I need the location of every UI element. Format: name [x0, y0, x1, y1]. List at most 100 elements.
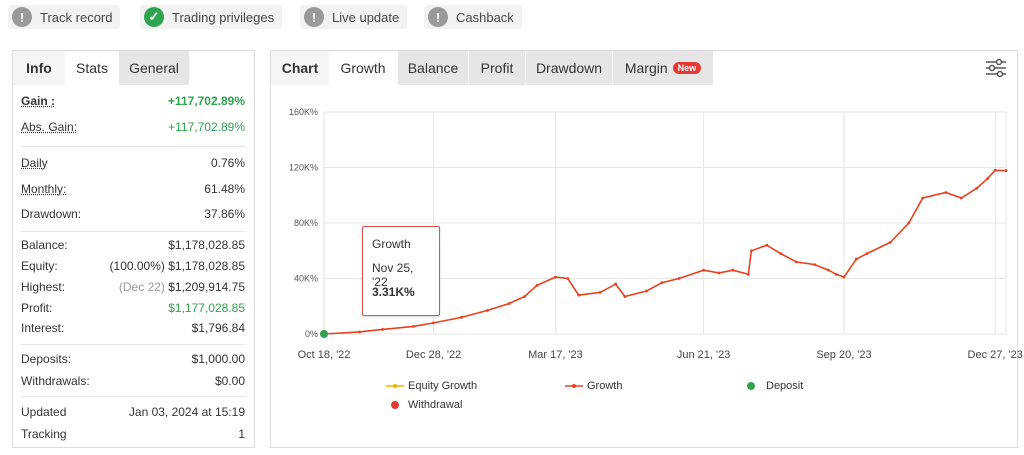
withdrawal-dot-icon [391, 401, 399, 409]
exclamation-icon: ! [428, 7, 448, 27]
tab-chart[interactable]: Chart [271, 51, 329, 85]
legend-growth[interactable]: Growth [565, 380, 622, 392]
badge-trading-privileges[interactable]: ✓ Trading privileges [140, 5, 283, 29]
tab-drawdown[interactable]: Drawdown [526, 51, 612, 85]
growth-point [750, 249, 753, 253]
growth-point [614, 282, 618, 286]
equity-label: Equity: [21, 259, 58, 273]
x-tick-label: Mar 17, '23 [528, 349, 583, 361]
growth-point [779, 252, 783, 255]
tab-stats[interactable]: Stats [65, 51, 119, 85]
exclamation-icon: ! [304, 7, 324, 27]
monthly-row: Monthly: 61.48% [21, 179, 245, 199]
badge-label: Live update [332, 9, 400, 25]
growth-point [523, 295, 526, 298]
badge-track-record[interactable]: ! Track record [8, 5, 121, 29]
deposits-value: $1,000.00 [191, 352, 245, 366]
top-status-bar: ! Track record ✓ Trading privileges ! Li… [0, 0, 1024, 36]
y-tick-label: 80K% [294, 218, 318, 228]
growth-point [486, 309, 489, 312]
growth-point [702, 268, 705, 272]
growth-point [765, 243, 769, 247]
abs-gain-label[interactable]: Abs. Gain: [21, 120, 78, 134]
divider [21, 344, 245, 345]
growth-point [623, 295, 627, 298]
gain-row: Gain : +117,702.89% [21, 91, 245, 111]
stats-tabs: Info Stats General [13, 51, 189, 85]
exclamation-icon: ! [12, 7, 32, 27]
deposit-dot-icon [747, 382, 755, 390]
tab-profit[interactable]: Profit [469, 51, 525, 85]
tracking-label: Tracking [21, 427, 67, 441]
y-tick-label: 120K% [289, 163, 318, 173]
legend-equity-growth[interactable]: Equity Growth [386, 380, 477, 392]
growth-point [865, 252, 869, 255]
y-tick-label: 40K% [294, 274, 318, 284]
tab-margin[interactable]: Margin New [613, 51, 713, 85]
profit-label: Profit: [21, 301, 53, 315]
equity-value-group: (100.00%) $1,178,028.85 [110, 259, 245, 273]
gain-value: +117,702.89% [167, 94, 245, 108]
deposits-label: Deposits: [21, 352, 72, 366]
withdrawals-value: $0.00 [214, 374, 245, 388]
updated-row: Updated Jan 03, 2024 at 15:19 [21, 402, 245, 422]
new-badge: New [672, 62, 702, 74]
balance-row: Balance: $1,178,028.85 [21, 235, 245, 255]
growth-point [944, 191, 948, 194]
legend-withdrawal[interactable]: Withdrawal [390, 399, 462, 411]
growth-point [1004, 169, 1008, 173]
growth-point [907, 221, 911, 225]
withdrawals-row: Withdrawals: $0.00 [21, 371, 245, 391]
badge-live-update[interactable]: ! Live update [300, 5, 408, 29]
equity-line-icon [386, 384, 404, 388]
tab-balance[interactable]: Balance [398, 51, 468, 85]
tooltip-title: Growth [372, 237, 411, 251]
tab-info[interactable]: Info [13, 51, 65, 85]
legend-deposit[interactable]: Deposit [746, 380, 803, 392]
drawdown-value: 37.86% [204, 207, 245, 221]
interest-value: $1,796.84 [191, 321, 245, 335]
divider [21, 146, 245, 147]
monthly-label[interactable]: Monthly: [21, 182, 67, 196]
badge-label: Trading privileges [172, 9, 275, 25]
gain-label[interactable]: Gain : [21, 94, 56, 108]
y-tick-label: 0% [305, 329, 318, 339]
tooltip-value: 3.31K% [372, 285, 415, 299]
equity-row: Equity: (100.00%) $1,178,028.85 [21, 256, 245, 276]
drawdown-row: Drawdown: 37.86% [21, 204, 245, 224]
growth-point [566, 277, 570, 280]
equity-pct: (100.00%) [109, 259, 165, 273]
highest-value: $1,209,914.75 [168, 280, 245, 294]
tooltip-date: Nov 25, '22 [372, 261, 414, 289]
growth-point [358, 330, 361, 334]
growth-point [554, 275, 557, 279]
daily-row: Daily 0.76% [21, 153, 245, 173]
growth-line [323, 169, 1007, 335]
sliders-icon[interactable] [985, 58, 1007, 78]
tab-growth[interactable]: Growth [329, 51, 397, 85]
growth-line-icon [565, 384, 583, 388]
updated-value: Jan 03, 2024 at 15:19 [128, 405, 245, 419]
growth-point [921, 196, 925, 200]
growth-point [888, 241, 892, 244]
abs-gain-row: Abs. Gain: +117,702.89% [21, 117, 245, 137]
withdrawals-label: Withdrawals: [21, 374, 90, 388]
growth-point [412, 324, 415, 328]
growth-point [731, 268, 735, 272]
growth-point [993, 168, 997, 172]
daily-label[interactable]: Daily [21, 156, 48, 170]
growth-point [794, 260, 798, 264]
divider [21, 396, 245, 397]
profit-row: Profit: $1,177,028.85 [21, 298, 245, 318]
growth-point [813, 263, 817, 267]
deposit-marker [320, 330, 328, 338]
x-tick-label: Oct 18, '22 [298, 349, 351, 361]
badge-cashback[interactable]: ! Cashback [424, 5, 522, 29]
interest-row: Interest: $1,796.84 [21, 318, 245, 338]
tab-general[interactable]: General [119, 51, 189, 85]
daily-value: 0.76% [210, 156, 245, 170]
growth-point [834, 272, 838, 276]
growth-point [854, 257, 858, 261]
updated-label: Updated [21, 405, 67, 419]
